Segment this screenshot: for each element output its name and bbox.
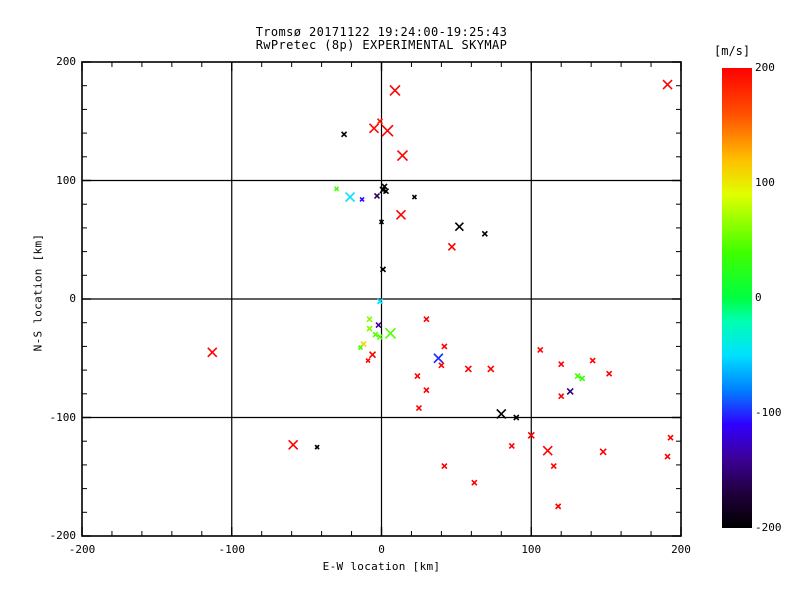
data-point bbox=[414, 372, 421, 380]
x-tick-label: -100 bbox=[218, 543, 246, 556]
data-point bbox=[550, 463, 557, 470]
data-point bbox=[579, 375, 586, 382]
data-point bbox=[667, 434, 674, 441]
data-point bbox=[558, 361, 565, 368]
data-point bbox=[379, 266, 387, 273]
data-point bbox=[662, 79, 673, 90]
data-point bbox=[372, 331, 379, 338]
data-point bbox=[376, 333, 384, 340]
data-point bbox=[589, 357, 596, 364]
x-tick-label: 0 bbox=[378, 543, 385, 556]
data-point bbox=[527, 431, 535, 439]
data-point bbox=[365, 358, 371, 364]
data-point bbox=[344, 192, 356, 203]
figure-title: Tromsø 20171122 19:24:00-19:25:43 RwPret… bbox=[82, 26, 681, 52]
data-point bbox=[433, 353, 444, 364]
data-point bbox=[334, 186, 340, 192]
y-tick-label: 100 bbox=[56, 173, 76, 187]
data-point bbox=[664, 453, 671, 460]
y-tick-label: 200 bbox=[56, 55, 76, 68]
y-tick-label: -100 bbox=[49, 410, 77, 424]
colorbar-tick-label: -200 bbox=[755, 521, 782, 534]
data-point bbox=[288, 439, 299, 450]
data-point bbox=[366, 325, 373, 332]
data-point bbox=[454, 222, 464, 232]
colorbar bbox=[722, 68, 752, 528]
data-point bbox=[441, 343, 448, 350]
data-point bbox=[423, 316, 430, 323]
data-point bbox=[368, 123, 380, 134]
y-tick-label: -200 bbox=[49, 529, 77, 542]
data-point bbox=[423, 387, 430, 394]
data-point bbox=[441, 463, 448, 470]
data-point bbox=[368, 351, 377, 359]
data-point bbox=[471, 479, 478, 486]
data-point bbox=[487, 365, 495, 373]
data-point bbox=[574, 372, 581, 380]
data-point bbox=[438, 362, 445, 369]
axis-ticks bbox=[81, 61, 682, 537]
data-point bbox=[566, 387, 574, 395]
data-point bbox=[513, 414, 520, 421]
x-tick-label: -200 bbox=[68, 543, 96, 556]
colorbar-tick-label: 200 bbox=[755, 61, 775, 74]
data-point bbox=[496, 408, 507, 420]
y-tick-label: 0 bbox=[69, 292, 76, 305]
title-line-2: RwPretec (8p) EXPERIMENTAL SKYMAP bbox=[255, 38, 508, 52]
data-point bbox=[373, 192, 381, 199]
data-point bbox=[340, 131, 348, 138]
x-tick-label: 100 bbox=[521, 543, 542, 556]
data-point bbox=[464, 365, 472, 373]
data-point bbox=[381, 183, 388, 190]
data-point bbox=[378, 219, 385, 225]
data-point bbox=[359, 196, 365, 203]
colorbar-tick-label: 100 bbox=[755, 176, 775, 189]
colorbar-tick-label: -100 bbox=[755, 406, 782, 419]
data-point bbox=[411, 194, 418, 200]
data-points bbox=[207, 79, 674, 510]
colorbar-title: [m/s] bbox=[714, 44, 751, 58]
data-point bbox=[376, 298, 384, 305]
data-point bbox=[357, 345, 364, 351]
data-point bbox=[508, 442, 515, 450]
data-point bbox=[396, 150, 409, 162]
data-point bbox=[447, 242, 456, 251]
title-line-1: Tromsø 20171122 19:24:00-19:25:43 bbox=[255, 25, 508, 39]
data-point bbox=[389, 84, 401, 97]
data-point bbox=[537, 346, 544, 354]
x-tick-label: 200 bbox=[671, 543, 691, 556]
data-point bbox=[599, 448, 607, 456]
colorbar-tick-label: 0 bbox=[755, 291, 762, 304]
data-point bbox=[207, 347, 218, 358]
data-point bbox=[481, 230, 488, 237]
data-point bbox=[384, 327, 397, 339]
data-point bbox=[606, 370, 613, 377]
data-point bbox=[415, 404, 423, 412]
data-point bbox=[558, 393, 565, 400]
data-point bbox=[381, 124, 394, 137]
data-point bbox=[395, 209, 407, 220]
x-axis-label: E-W location [km] bbox=[322, 560, 441, 573]
data-point bbox=[542, 445, 553, 456]
data-point bbox=[376, 118, 384, 125]
data-point bbox=[375, 322, 382, 329]
data-point bbox=[366, 316, 373, 323]
data-point bbox=[555, 503, 562, 510]
data-point bbox=[314, 444, 320, 450]
data-point bbox=[382, 188, 390, 195]
